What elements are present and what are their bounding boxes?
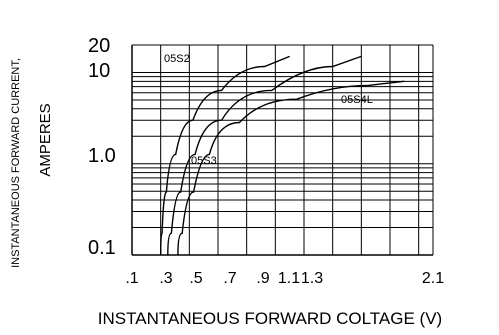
x-tick-label: .3	[159, 270, 172, 287]
series-label: 05S3	[191, 155, 217, 167]
x-tick-label: .9	[256, 270, 269, 287]
x-tick-label: .1	[125, 270, 138, 287]
chart-series	[160, 55, 405, 256]
series-line-05s4l	[177, 80, 405, 256]
series-label: 05S4L	[341, 94, 373, 106]
y-axis-title: AMPERES	[37, 103, 54, 176]
series-line-05s2	[160, 55, 290, 256]
x-axis-title: INSTANTANEOUS FORWARD COLTAGE (V)	[98, 309, 442, 328]
y-tick-label: 0.1	[88, 237, 116, 259]
x-tick-label: .7	[223, 270, 236, 287]
series-label: 05S2	[164, 53, 190, 65]
x-tick-label: 1.3	[301, 270, 323, 287]
x-tick-label: 2.1	[422, 270, 444, 287]
x-tick-label: .5	[189, 270, 202, 287]
y-axis-title: INSTANTANEOUS FORWARD CURRENT,	[10, 58, 22, 268]
y-tick-label: 1.0	[88, 145, 116, 167]
series-line-05s3	[167, 55, 362, 256]
y-tick-label: 20	[88, 35, 110, 57]
x-tick-label: 1.1	[278, 270, 300, 287]
y-tick-label: 10	[88, 60, 110, 82]
